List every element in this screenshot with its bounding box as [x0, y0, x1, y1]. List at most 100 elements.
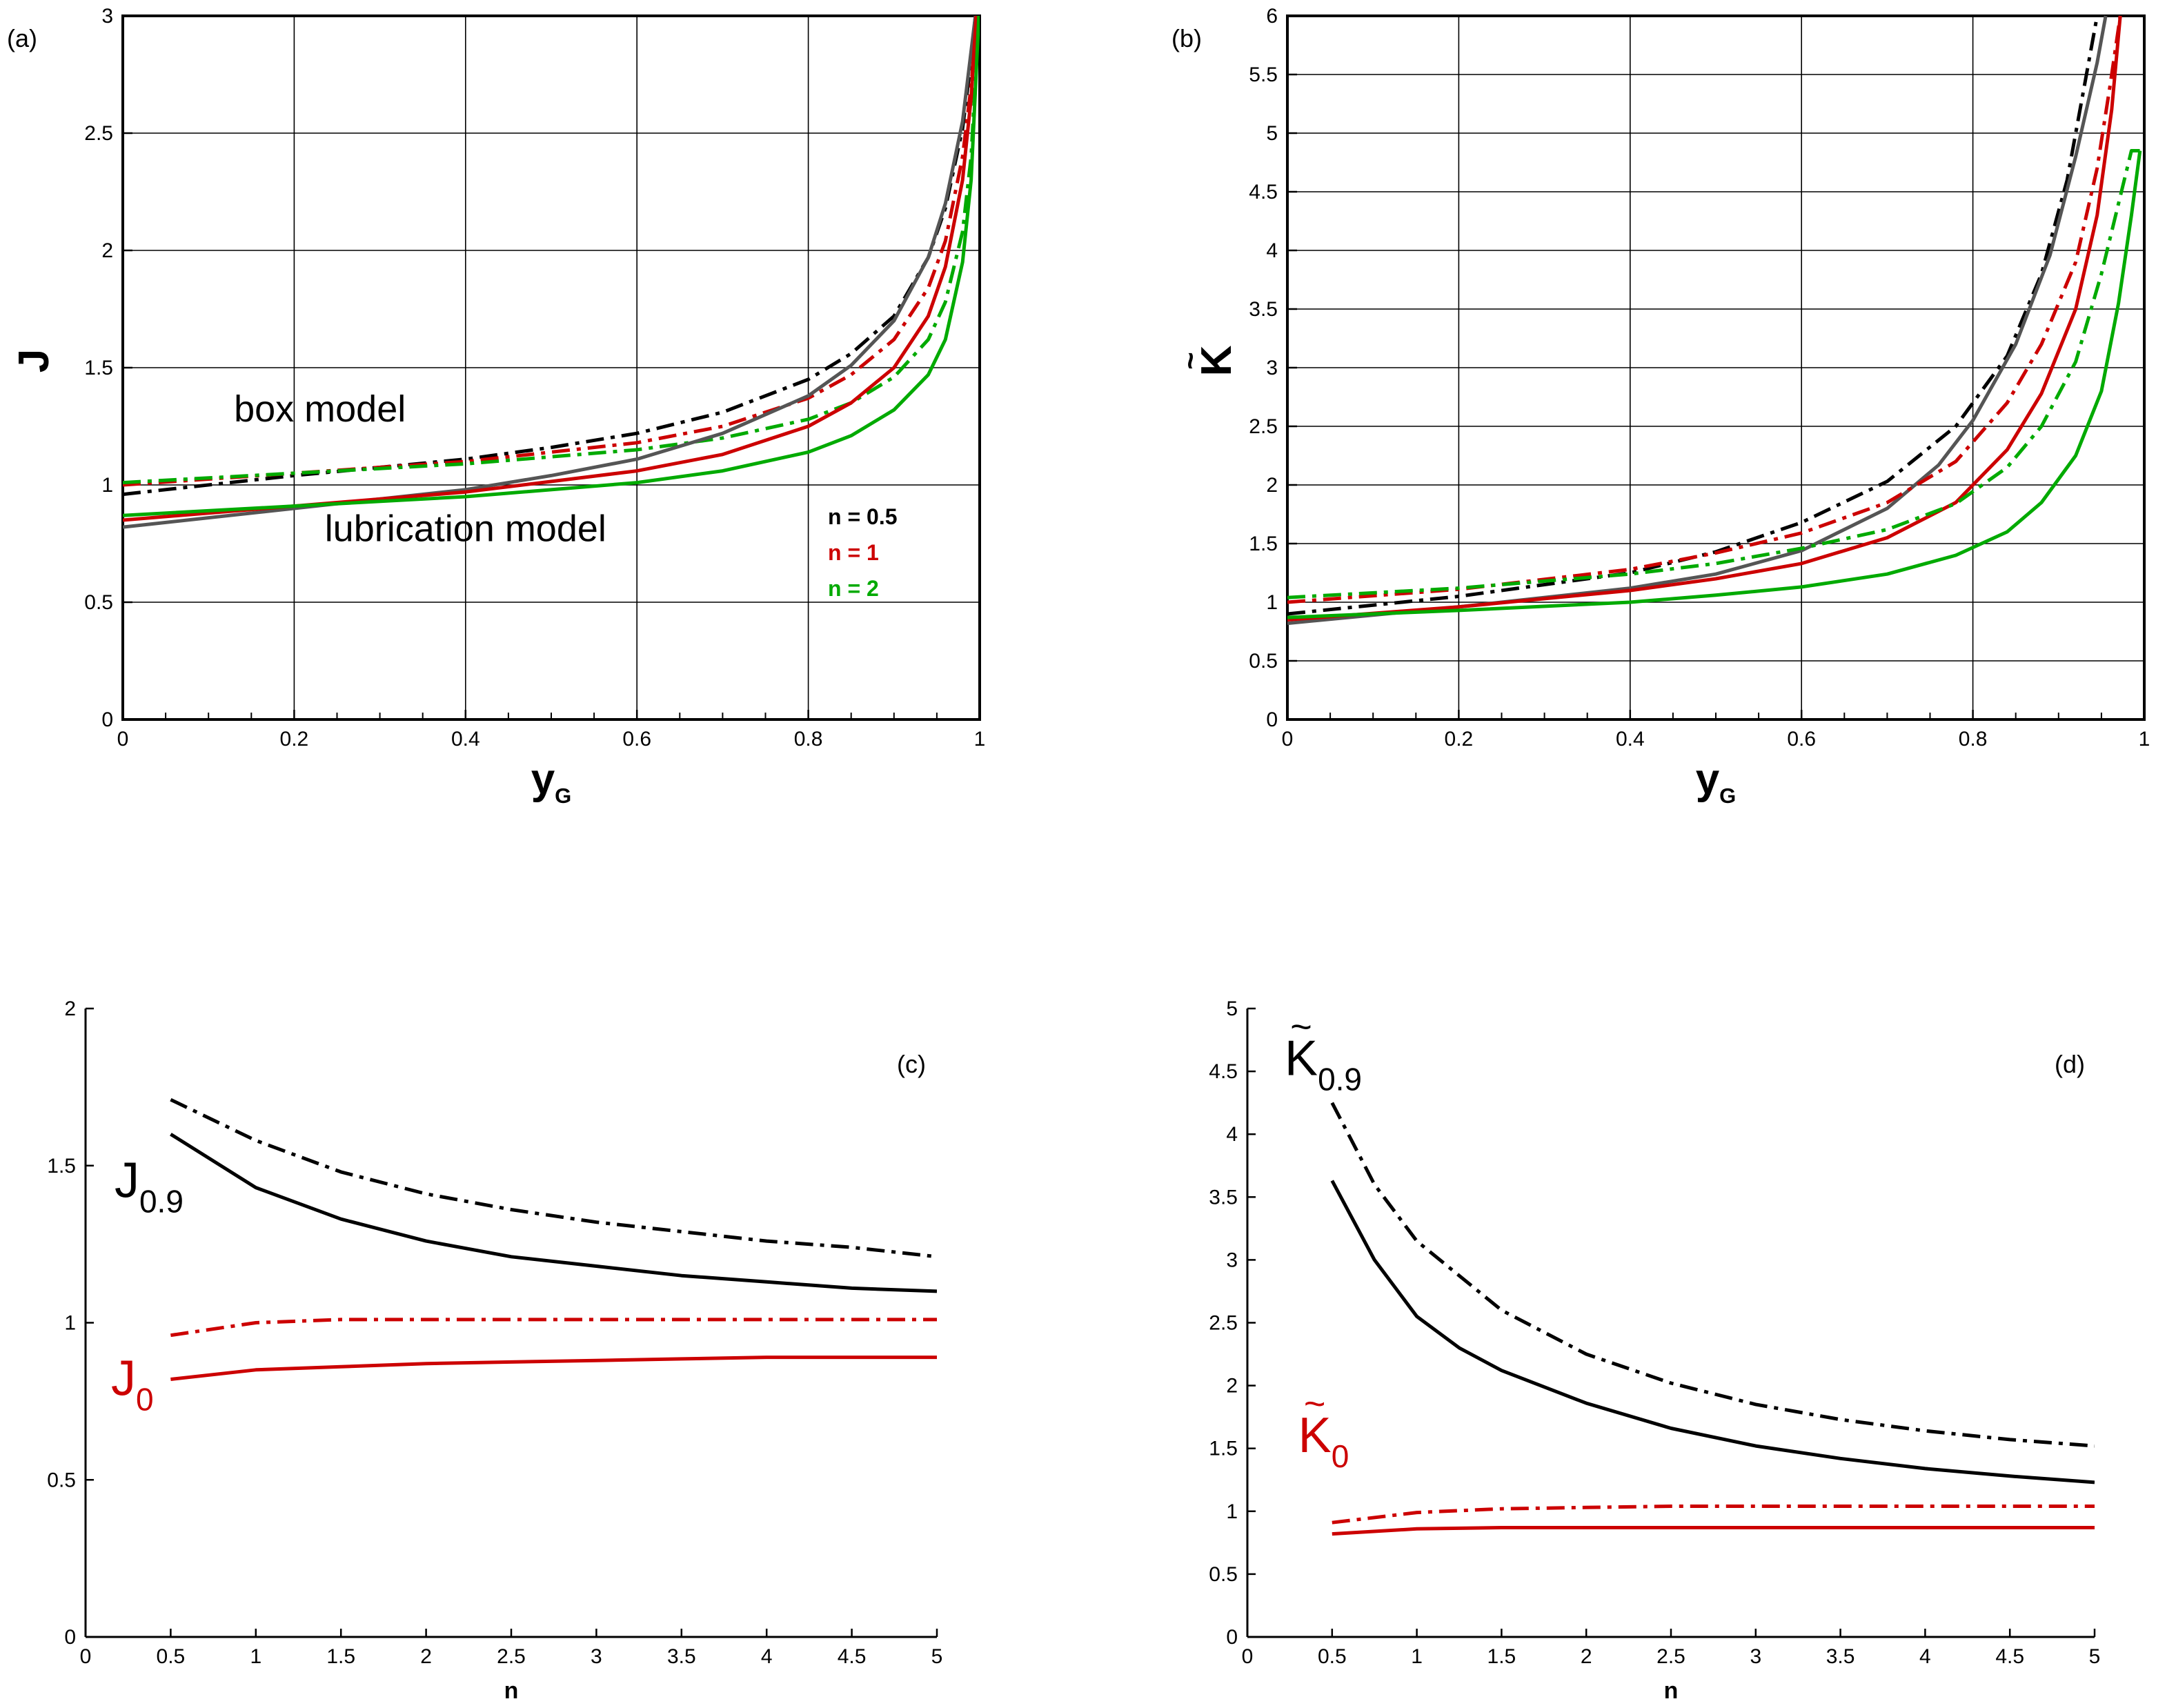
y-tick-label: 2: [101, 239, 113, 262]
x-tick-label: 0: [1242, 1645, 1254, 1668]
y-tick-label: 0.5: [84, 591, 113, 614]
x-axis-label: yG: [1696, 755, 1737, 808]
series-line-lubrication-n-2: [123, 15, 980, 517]
panel-label: (a): [7, 24, 37, 52]
curve-label-subscript: 0: [136, 1381, 154, 1417]
x-tick-label: 1.5: [1487, 1645, 1516, 1668]
panel-d: 0 0.5 1 1.5 2 2.5 3 3.5 4 4.5 5 0 0.5 1 1.5 2 2.5 3 3.5 4 4.…: [1209, 997, 2100, 1704]
panel-label: (b): [1171, 24, 1202, 52]
x-tick-label: 3: [591, 1645, 602, 1668]
curve-label-text: K0.9: [1285, 1031, 1362, 1098]
y-tick-label: 1: [1266, 591, 1278, 614]
series-line-j0-9-box: [170, 1098, 937, 1259]
panel-c: 0 0.5 1 1.5 2 2.5 3 3.5 4 4.5 500.511.52n(c)J0.9J0: [47, 997, 942, 1704]
curve-label: K0~: [1298, 1383, 1349, 1474]
series-line-k0-lubrication: [1332, 1526, 2095, 1536]
curve-label: J0: [111, 1351, 154, 1417]
x-tick-label: 4: [1919, 1645, 1931, 1668]
y-axis-label: K: [1193, 345, 1240, 376]
series-line-box-n-2: [1287, 149, 2140, 599]
x-axis-label: n: [1664, 1678, 1679, 1704]
y-tick-label: 0: [101, 708, 113, 731]
y-tick-label: 0: [64, 1626, 76, 1649]
curve-label-main: J: [111, 1351, 136, 1406]
curve-label: J0.9: [115, 1153, 184, 1219]
x-tick-label: 4: [761, 1645, 773, 1668]
y-axis-label-tilde: ~: [1174, 352, 1207, 370]
panel-label: (d): [2055, 1050, 2085, 1078]
x-tick-label: 2.5: [1656, 1645, 1685, 1668]
panel-label: (c): [897, 1050, 926, 1078]
series-line-j0-lubrication: [170, 1356, 937, 1381]
y-tick-label: 0.5: [47, 1469, 76, 1491]
y-tick-label: 1.5: [1209, 1438, 1238, 1460]
y-tick-label: 2: [1226, 1375, 1238, 1398]
x-tick-label: 5: [2089, 1645, 2101, 1668]
y-tick-label: 1.5: [84, 357, 113, 379]
series-line-k0-box: [1332, 1505, 2095, 1525]
y-tick-label: 2: [64, 997, 76, 1020]
x-tick-label: 0.4: [1616, 728, 1645, 751]
x-tick-label: 1.5: [326, 1645, 355, 1668]
y-tick-label: 1: [1226, 1500, 1238, 1523]
x-tick-label: 1: [974, 728, 986, 751]
y-tick-label: 4: [1266, 239, 1278, 262]
y-tick-label: 3: [1226, 1249, 1238, 1271]
annotation-label: lubrication model: [325, 508, 606, 550]
curve-label-main: K: [1285, 1031, 1318, 1086]
y-tick-label: 3: [1266, 357, 1278, 379]
x-tick-label: 3.5: [1826, 1645, 1855, 1668]
y-axis-label-group: J: [10, 349, 58, 373]
series-line-k0-9-lubrication: [1330, 1180, 2095, 1484]
x-axis-label-subscript: G: [1719, 784, 1736, 808]
y-tick-label: 0: [1266, 708, 1278, 731]
x-axis-label-main: y: [1696, 755, 1720, 803]
curve-label-main: J: [115, 1153, 139, 1208]
curve-label: K0.9~: [1285, 1006, 1362, 1098]
x-tick-label: 2: [1581, 1645, 1592, 1668]
annotation-label: box model: [234, 388, 406, 430]
panel-b: 0 0.2 0.4 0.6 0.8 1 0 0.5 1 1.5 2 2.5 3 3.5 4 4.5 5 5.5 6 y…: [1171, 5, 2150, 808]
y-tick-label: 2: [1266, 474, 1278, 497]
y-tick-label: 5: [1266, 122, 1278, 145]
y-tick-label: 3: [101, 5, 113, 28]
x-tick-label: 2: [420, 1645, 432, 1668]
x-tick-label: 0.6: [622, 728, 651, 751]
series-line-lubrication-n-1: [1287, 15, 2122, 622]
curve-label-subscript: 0.9: [1318, 1062, 1362, 1098]
x-tick-label: 0.5: [1318, 1645, 1347, 1668]
curve-label-tilde: ~: [1304, 1383, 1326, 1424]
x-axis-label: n: [504, 1678, 519, 1704]
y-tick-label: 1: [101, 474, 113, 497]
x-axis-label-subscript: G: [555, 784, 571, 808]
y-tick-label: 2.5: [1209, 1312, 1238, 1335]
curve-label-text: J0.9: [115, 1153, 184, 1219]
series-line-lubrication-n-1: [123, 15, 978, 522]
y-tick-label: 4.5: [1209, 1060, 1238, 1083]
x-tick-label: 0.8: [1959, 728, 1988, 751]
x-tick-label: 1: [1411, 1645, 1423, 1668]
x-tick-label: 0.4: [451, 728, 480, 751]
y-axis-label-group: K~: [1174, 345, 1240, 376]
legend-entry: n = 2: [828, 576, 879, 601]
y-tick-label: 0: [1226, 1626, 1238, 1649]
series-line-j0-9-lubrication: [170, 1133, 937, 1293]
y-tick-label: 2.5: [1249, 415, 1278, 438]
x-tick-label: 0.5: [157, 1645, 186, 1668]
x-tick-label: 0.6: [1787, 728, 1816, 751]
curve-label-tilde: ~: [1290, 1006, 1312, 1048]
curve-label-text: K0: [1298, 1408, 1349, 1474]
x-tick-label: 1: [2139, 728, 2150, 751]
y-tick-label: 5: [1226, 997, 1238, 1020]
y-tick-label: 1: [64, 1312, 76, 1335]
series-line-lubrication-n-0-5: [1287, 15, 2108, 626]
series-line-j0-box: [170, 1318, 937, 1338]
x-tick-label: 0: [80, 1645, 92, 1668]
y-tick-label: 1.5: [47, 1155, 76, 1178]
series-line-box-n-0-5: [123, 15, 978, 497]
x-tick-label: 0.2: [280, 728, 309, 751]
x-tick-label: 3: [1750, 1645, 1761, 1668]
x-axis-label: yG: [531, 755, 572, 808]
y-tick-label: 0.5: [1209, 1563, 1238, 1586]
